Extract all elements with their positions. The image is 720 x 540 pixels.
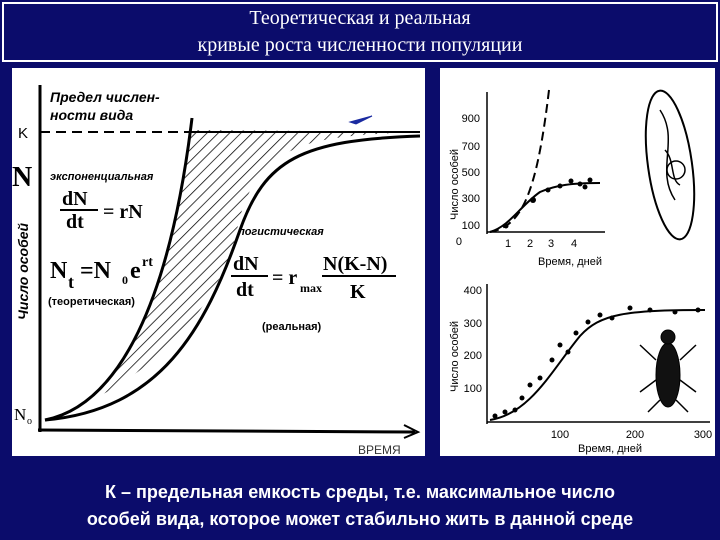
formula-part: t (68, 272, 74, 292)
x-tick-label: 4 (571, 238, 577, 250)
top-chart (486, 89, 696, 241)
limit-label: ности вида (50, 107, 133, 123)
x-tick-label: 3 (548, 238, 554, 250)
formula-part: dN (233, 253, 259, 275)
y-tick-label: 0 (456, 236, 462, 248)
y-axis-label: Число особей (15, 222, 31, 320)
log-formula: dN dt = r max N(K-N) K (231, 253, 396, 303)
nt-formula: N t =N 0 e rt (50, 255, 153, 292)
y-ticks: 900 700 500 300 100 0 (456, 113, 480, 248)
x-ticks: 100 200 300 (551, 429, 712, 441)
theory-label: (теоретическая) (48, 296, 135, 308)
formula-part: = rN (103, 201, 143, 223)
formula-part: = r (272, 267, 297, 289)
x-axis-label: ВРЕМЯ (358, 443, 401, 457)
log-label: логистическая (237, 226, 324, 238)
y-axis-label: Число особей (449, 321, 461, 392)
real-label: (реальная) (262, 321, 322, 333)
y-tick-label: 300 (462, 193, 480, 205)
formula-part: N (50, 258, 68, 284)
formula-part: max (300, 281, 322, 295)
formula-part: dN (62, 188, 88, 210)
y-tick-label: 500 (462, 167, 480, 179)
title: кривые роста численности популяции (198, 34, 523, 56)
y-tick-label: 100 (464, 383, 482, 395)
y-ticks: 400 300 200 100 (464, 285, 482, 395)
formula-part: K (350, 281, 366, 303)
x-axis-label: Время, дней (578, 443, 642, 455)
x-tick-label: 1 (505, 238, 511, 250)
x-ticks: 1 2 3 4 (505, 238, 577, 250)
x-tick-label: 300 (694, 429, 712, 441)
y-tick-label: 400 (464, 285, 482, 297)
y-tick-label: 200 (464, 350, 482, 362)
title: Теоретическая и реальная (249, 7, 470, 29)
limit-label: Предел числен- (50, 89, 160, 105)
x-tick-label: 200 (626, 429, 644, 441)
formula-part: rt (142, 255, 153, 270)
formula-part: dt (236, 279, 254, 301)
y-tick-label: 300 (464, 318, 482, 330)
formula-part: N(K-N) (323, 253, 387, 275)
x-axis-label: Время, дней (538, 256, 602, 268)
left-diagram (37, 85, 421, 439)
footer-text: К – предельная емкость среды, т.е. макси… (105, 482, 615, 502)
exp-label: экспоненциальная (50, 171, 154, 183)
formula-part: dt (66, 211, 84, 233)
x-tick-label: 100 (551, 429, 569, 441)
title-box (2, 2, 718, 62)
formula-part: 0 (122, 273, 128, 287)
k-label: K (18, 125, 28, 142)
bottom-chart (486, 284, 710, 424)
n-symbol: N (12, 162, 32, 193)
y-axis-label: Число особей (449, 149, 461, 220)
formula-part: e (130, 258, 141, 284)
exp-formula: dN dt = rN (60, 188, 143, 233)
n0-label: o (27, 416, 32, 427)
footer-text: особей вида, которое может стабильно жит… (87, 509, 633, 529)
formula-part: =N (80, 258, 112, 284)
y-tick-label: 100 (462, 220, 480, 232)
n0-label: N (14, 405, 26, 424)
y-tick-label: 900 (462, 113, 480, 125)
y-tick-label: 700 (462, 141, 480, 153)
x-tick-label: 2 (527, 238, 533, 250)
